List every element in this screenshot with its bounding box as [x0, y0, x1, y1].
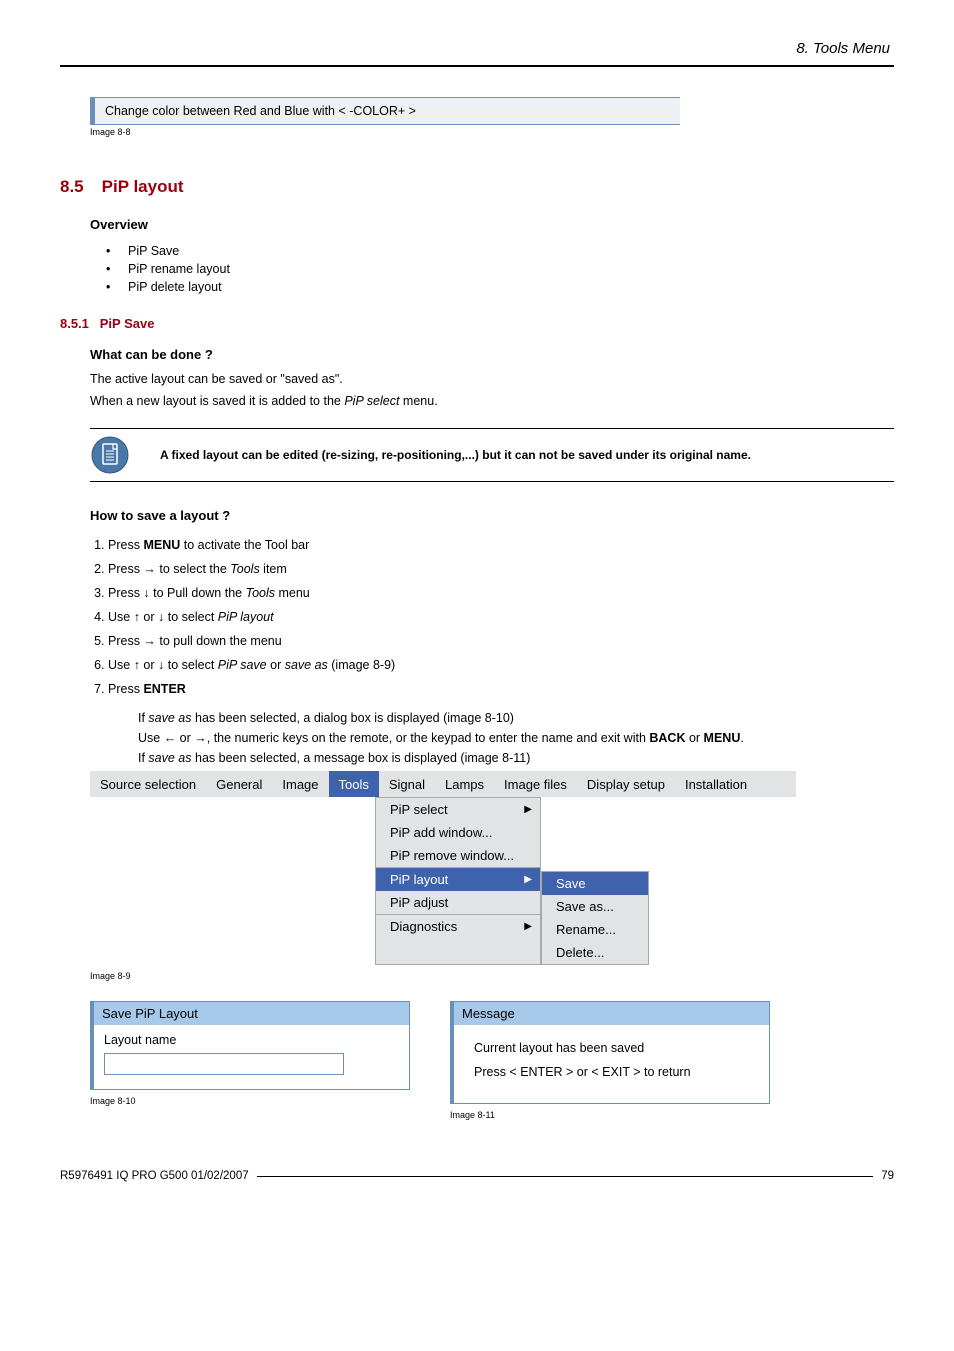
- step: Press ↓ to Pull down the Tools menu: [108, 581, 894, 605]
- overview-list: PiP Save PiP rename layout PiP delete la…: [90, 242, 894, 296]
- subsection-number: 8.5.1: [60, 316, 89, 331]
- message-line: Press < ENTER > or < EXIT > to return: [474, 1065, 759, 1079]
- menu-item[interactable]: PiP adjust: [376, 891, 540, 914]
- substep: Use ← or →, the numeric keys on the remo…: [138, 731, 894, 745]
- menu-tab-tools[interactable]: Tools: [329, 771, 379, 797]
- menu-tab[interactable]: Image: [272, 771, 328, 797]
- what-heading: What can be done ?: [90, 347, 894, 362]
- chapter-title: 8. Tools Menu: [60, 40, 894, 57]
- body-text: The active layout can be saved or "saved…: [90, 372, 894, 386]
- menu-tab[interactable]: Signal: [379, 771, 435, 797]
- menu-tab[interactable]: Lamps: [435, 771, 494, 797]
- menu-tab[interactable]: Image files: [494, 771, 577, 797]
- menu-item[interactable]: PiP add window...: [376, 821, 540, 844]
- message-dialog: Message Current layout has been saved Pr…: [450, 1001, 770, 1104]
- step: Press → to select the Tools item: [108, 557, 894, 581]
- submenu-item-save[interactable]: Save: [542, 872, 648, 895]
- step: Press ENTER: [108, 677, 894, 701]
- menu-tab[interactable]: Installation: [675, 771, 757, 797]
- submenu-item[interactable]: Rename...: [542, 918, 648, 941]
- body-text: When a new layout is saved it is added t…: [90, 394, 894, 408]
- substep: If save as has been selected, a dialog b…: [138, 711, 894, 725]
- overview-heading: Overview: [90, 217, 894, 232]
- header-rule: [60, 65, 894, 67]
- page-footer: R5976491 IQ PRO G500 01/02/2007 79: [60, 1170, 894, 1182]
- menu-bar: Source selection General Image Tools Sig…: [90, 771, 796, 797]
- section-title: PiP layout: [102, 177, 184, 196]
- save-dialog-wrapper: Save PiP Layout Layout name Image 8-10: [90, 1001, 410, 1106]
- footer-doc-id: R5976491 IQ PRO G500 01/02/2007: [60, 1170, 257, 1182]
- submenu-item[interactable]: Save as...: [542, 895, 648, 918]
- section-heading: 8.5 PiP layout: [60, 177, 894, 197]
- menu-item[interactable]: PiP remove window...: [376, 844, 540, 867]
- menu-tab[interactable]: General: [206, 771, 272, 797]
- chevron-right-icon: ▶: [524, 804, 532, 815]
- howto-heading: How to save a layout ?: [90, 508, 894, 523]
- step: Press MENU to activate the Tool bar: [108, 533, 894, 557]
- subsection-title: PiP Save: [100, 316, 155, 331]
- info-bar: Change color between Red and Blue with <…: [90, 97, 680, 125]
- image-caption-8-8: Image 8-8: [90, 127, 894, 137]
- subsection-heading: 8.5.1 PiP Save: [60, 316, 894, 331]
- menu-tab[interactable]: Source selection: [90, 771, 206, 797]
- footer-page-number: 79: [873, 1170, 894, 1182]
- menu-item[interactable]: Diagnostics▶: [376, 915, 540, 938]
- image-caption-8-11: Image 8-11: [450, 1110, 770, 1120]
- menu-item-pip-layout[interactable]: PiP layout▶: [376, 868, 540, 891]
- list-item: PiP delete layout: [106, 278, 894, 296]
- chevron-right-icon: ▶: [524, 874, 532, 885]
- step: Press → to pull down the menu: [108, 629, 894, 653]
- layout-name-label: Layout name: [104, 1033, 399, 1047]
- layout-name-input[interactable]: [104, 1053, 344, 1075]
- substep: If save as has been selected, a message …: [138, 751, 894, 765]
- dialog-title: Message: [454, 1002, 769, 1025]
- list-item: PiP rename layout: [106, 260, 894, 278]
- menu-figure: Source selection General Image Tools Sig…: [90, 771, 796, 981]
- note-text: A fixed layout can be edited (re-sizing,…: [160, 448, 751, 462]
- tools-dropdown: PiP select▶ PiP add window... PiP remove…: [375, 797, 541, 965]
- document-icon: [90, 435, 130, 475]
- step: Use ↑ or ↓ to select PiP save or save as…: [108, 653, 894, 677]
- message-line: Current layout has been saved: [474, 1041, 759, 1055]
- message-dialog-wrapper: Message Current layout has been saved Pr…: [450, 1001, 770, 1120]
- note-block: A fixed layout can be edited (re-sizing,…: [90, 428, 894, 482]
- menu-item[interactable]: PiP select▶: [376, 798, 540, 821]
- steps-list: Press MENU to activate the Tool bar Pres…: [90, 533, 894, 701]
- image-caption-8-9: Image 8-9: [90, 971, 796, 981]
- dialog-title: Save PiP Layout: [94, 1002, 409, 1025]
- section-number: 8.5: [60, 177, 84, 196]
- pip-layout-submenu: Save Save as... Rename... Delete...: [541, 871, 649, 965]
- save-pip-layout-dialog: Save PiP Layout Layout name: [90, 1001, 410, 1090]
- image-caption-8-10: Image 8-10: [90, 1096, 410, 1106]
- step: Use ↑ or ↓ to select PiP layout: [108, 605, 894, 629]
- submenu-item[interactable]: Delete...: [542, 941, 648, 964]
- footer-rule: [257, 1176, 874, 1177]
- chevron-right-icon: ▶: [524, 921, 532, 932]
- menu-tab[interactable]: Display setup: [577, 771, 675, 797]
- list-item: PiP Save: [106, 242, 894, 260]
